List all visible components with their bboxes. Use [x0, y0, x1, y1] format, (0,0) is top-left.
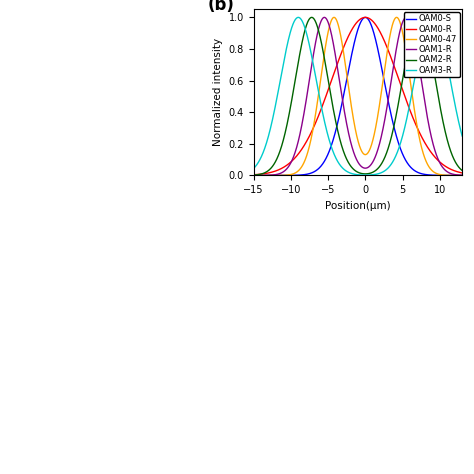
OAM0-R [459, 170, 465, 176]
OAM3-R [251, 165, 256, 171]
OAM0-47 [415, 128, 421, 134]
OAM0-R [363, 15, 368, 20]
OAM0-S [346, 63, 352, 68]
OAM0-S [453, 173, 459, 178]
OAM0-S [261, 173, 267, 178]
OAM2-R [415, 15, 420, 20]
OAM1-R [459, 173, 465, 178]
OAM3-R [453, 108, 459, 113]
OAM0-47 [331, 15, 337, 20]
OAM3-R [363, 172, 368, 178]
OAM0-R [415, 127, 421, 132]
OAM2-R [251, 172, 256, 178]
Line: OAM3-R: OAM3-R [254, 18, 462, 175]
Legend: OAM0-S, OAM0-R, OAM0-47, OAM1-R, OAM2-R, OAM3-R: OAM0-S, OAM0-R, OAM0-47, OAM1-R, OAM2-R,… [404, 12, 460, 77]
OAM2-R [352, 168, 358, 173]
X-axis label: Position(μm): Position(μm) [325, 201, 391, 210]
OAM0-R [453, 169, 459, 174]
OAM3-R [454, 108, 459, 114]
Line: OAM2-R: OAM2-R [254, 18, 462, 175]
OAM0-R [352, 22, 358, 27]
OAM3-R [459, 133, 465, 139]
OAM0-S [352, 37, 358, 43]
Text: (b): (b) [208, 0, 235, 14]
OAM2-R [453, 160, 459, 166]
OAM0-R [346, 31, 352, 37]
OAM0-S [251, 173, 256, 178]
OAM0-47 [352, 125, 358, 131]
Line: OAM0-47: OAM0-47 [254, 18, 462, 175]
OAM2-R [261, 170, 267, 176]
OAM1-R [453, 172, 459, 178]
OAM1-R [352, 154, 358, 159]
OAM0-47 [347, 91, 353, 97]
OAM1-R [347, 135, 353, 140]
OAM3-R [261, 147, 267, 153]
OAM0-R [251, 172, 256, 178]
OAM2-R [416, 15, 422, 20]
OAM0-47 [261, 173, 267, 178]
Line: OAM0-S: OAM0-S [254, 18, 462, 175]
OAM3-R [415, 58, 421, 64]
OAM3-R [347, 170, 353, 176]
OAM0-S [459, 173, 465, 178]
OAM1-R [261, 173, 267, 178]
OAM2-R [453, 161, 459, 166]
OAM0-47 [459, 173, 465, 178]
OAM3-R [352, 172, 358, 177]
OAM1-R [415, 56, 421, 62]
OAM0-47 [453, 173, 459, 178]
OAM0-R [453, 168, 459, 174]
OAM0-S [415, 170, 421, 175]
OAM0-R [261, 171, 267, 176]
OAM3-R [295, 15, 301, 20]
Line: OAM1-R: OAM1-R [254, 18, 462, 175]
OAM1-R [251, 173, 256, 178]
OAM0-47 [453, 173, 459, 178]
OAM0-47 [251, 173, 256, 178]
OAM1-R [321, 15, 327, 20]
Line: OAM0-R: OAM0-R [254, 18, 462, 175]
OAM2-R [459, 168, 465, 173]
OAM2-R [346, 162, 352, 167]
OAM1-R [453, 172, 459, 178]
OAM0-S [363, 15, 368, 20]
Y-axis label: Normalized intensity: Normalized intensity [213, 38, 223, 146]
OAM0-S [453, 173, 459, 178]
